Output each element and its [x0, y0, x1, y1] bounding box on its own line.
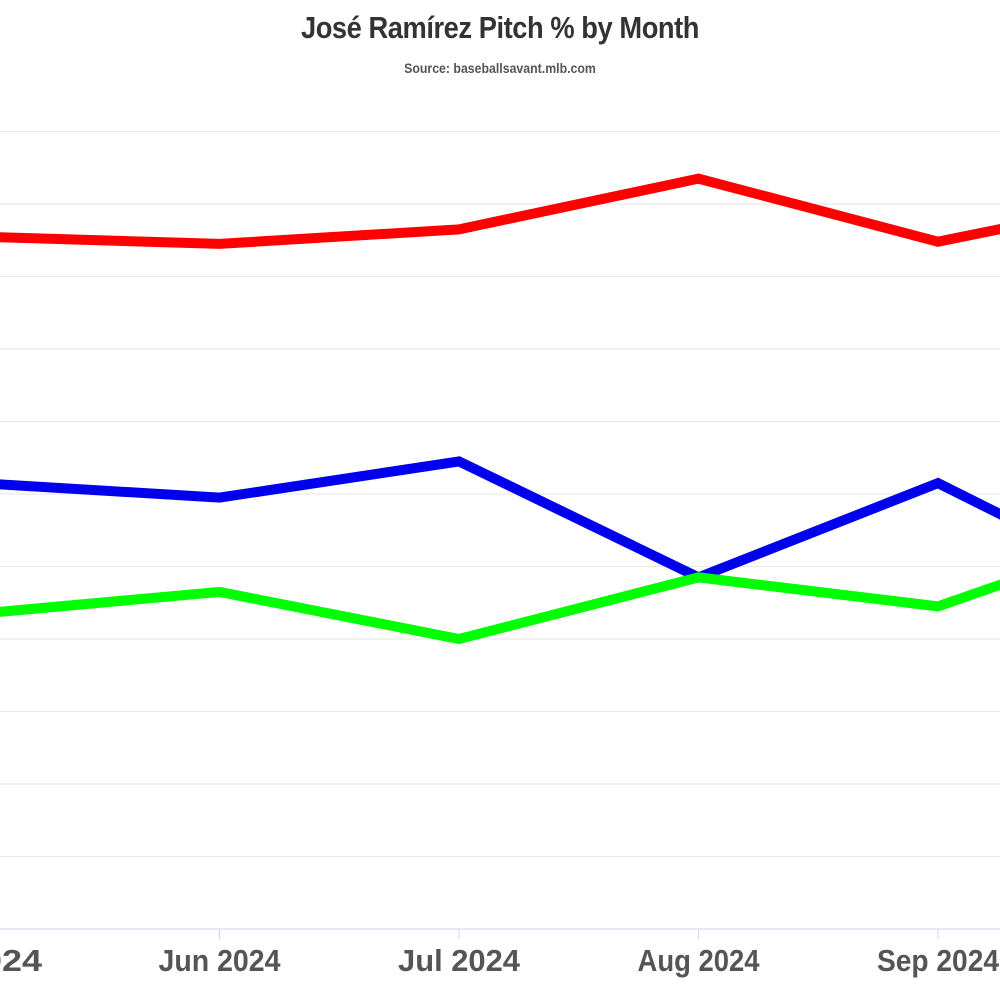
- x-tick-label: Jun 2024: [159, 943, 282, 978]
- x-axis: 2024 Jun 2024 Jul 2024 Aug 2024 Sep 2024: [0, 929, 1000, 978]
- series-line-3: [0, 572, 1000, 645]
- x-tick-label: Aug 2024: [638, 943, 761, 978]
- x-tick-label: 2024: [0, 943, 43, 978]
- series-line-2: [0, 456, 1000, 583]
- grid-lines: [0, 131, 1000, 930]
- chart-subtitle: Source: baseballsavant.mlb.com: [404, 60, 596, 76]
- series-lines: [0, 173, 1000, 645]
- x-tick-label: Jul 2024: [398, 943, 521, 978]
- x-tick-label: Sep 2024: [877, 943, 1000, 978]
- chart-title: José Ramírez Pitch % by Month: [300, 10, 700, 45]
- series-line-1: [0, 173, 1000, 249]
